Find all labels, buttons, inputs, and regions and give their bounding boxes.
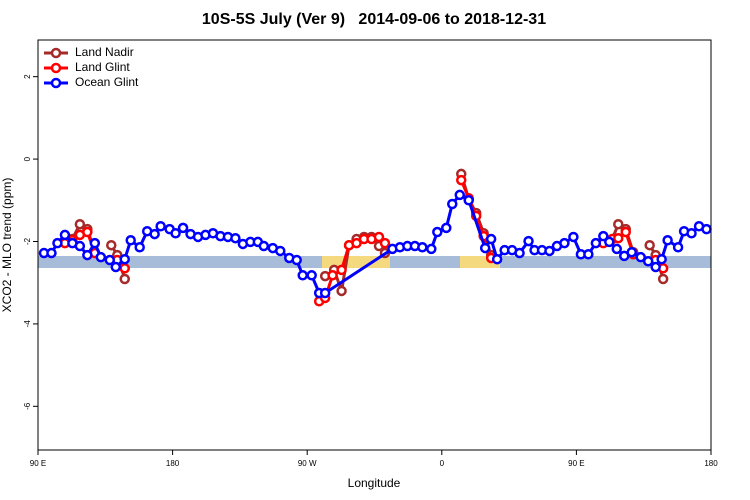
x-axis-label: Longitude (348, 476, 401, 490)
point-marker (327, 270, 338, 281)
point-marker (417, 242, 428, 253)
x-tick-label: 180 (166, 459, 180, 468)
point-marker (149, 228, 160, 240)
legend-label: Land Glint (75, 60, 130, 74)
point-marker (514, 247, 525, 259)
point-marker (74, 240, 86, 252)
point-marker (544, 245, 555, 257)
point-marker (568, 231, 579, 243)
point-marker (336, 264, 347, 276)
point-marker (379, 237, 391, 249)
point-marker (59, 229, 71, 241)
plot-area (38, 168, 712, 307)
point-marker (657, 273, 669, 285)
x-tick-label: 90 E (568, 459, 584, 468)
point-marker (46, 247, 57, 259)
point-marker (89, 237, 101, 249)
chart-title: 10S-5S July (Ver 9) 2014-09-06 to 2018-1… (202, 11, 546, 28)
x-tick-label: 90 W (298, 459, 317, 468)
point-marker (642, 256, 654, 267)
point-marker (454, 189, 465, 201)
point-marker (230, 232, 241, 244)
y-tick-label: -6 (23, 402, 32, 410)
point-marker (611, 243, 623, 255)
point-marker (613, 232, 624, 244)
point-marker (52, 237, 63, 249)
point-marker (306, 270, 317, 281)
point-marker (110, 261, 122, 273)
legend-label: Land Nadir (75, 45, 134, 59)
point-marker (583, 249, 594, 260)
point-marker (686, 228, 697, 239)
point-marker (106, 239, 117, 251)
point-marker (319, 287, 331, 299)
point-marker (491, 253, 503, 265)
y-tick-label: 0 (23, 156, 32, 161)
y-tick-label: -4 (23, 320, 32, 328)
point-marker (74, 218, 86, 230)
x-tick-label: 90 E (30, 459, 46, 468)
point-marker (426, 243, 437, 255)
point-marker (590, 237, 602, 249)
legend-marker (50, 62, 62, 74)
point-marker (95, 251, 107, 263)
point-marker (626, 246, 637, 258)
point-marker (119, 253, 130, 265)
point-marker (463, 195, 474, 206)
legend-marker (50, 77, 62, 89)
point-marker (82, 249, 93, 261)
point-marker (650, 261, 661, 273)
point-marker (82, 226, 93, 238)
point-marker (336, 285, 347, 297)
y-axis-label: XCO2 - MLO trend (ppm) (0, 178, 14, 313)
x-tick-label: 0 (440, 459, 445, 468)
point-marker (177, 222, 189, 234)
point-marker (523, 235, 534, 247)
point-marker (613, 218, 624, 230)
point-marker (119, 263, 130, 274)
point-marker (373, 231, 385, 243)
point-marker (644, 239, 655, 251)
point-marker (479, 242, 491, 254)
point-marker (635, 251, 646, 263)
point-marker (155, 221, 166, 232)
point-marker (485, 233, 497, 245)
point-marker (134, 242, 145, 253)
point-marker (672, 242, 684, 253)
plot-frame (37, 39, 712, 451)
point-marker (620, 226, 632, 238)
point-marker (455, 174, 467, 186)
legend-marker (50, 47, 62, 59)
point-marker (701, 223, 712, 235)
point-marker (447, 198, 458, 210)
point-marker (432, 226, 443, 238)
legend-label: Ocean Glint (75, 75, 139, 89)
point-marker (275, 245, 286, 257)
point-marker (119, 273, 130, 285)
point-marker (291, 254, 302, 266)
point-marker (559, 237, 570, 249)
point-marker (104, 254, 116, 266)
y-tick-label: -2 (23, 237, 32, 245)
point-marker (258, 240, 270, 252)
point-marker (125, 235, 136, 246)
x-tick-label: 180 (704, 459, 718, 468)
point-marker (351, 237, 362, 249)
point-marker (656, 253, 667, 265)
land-band (322, 256, 390, 268)
point-marker (170, 228, 181, 239)
point-marker (604, 236, 615, 248)
y-tick-label: 2 (23, 74, 32, 79)
point-marker (441, 222, 452, 234)
point-marker (662, 235, 673, 246)
point-marker (297, 270, 308, 281)
point-marker (598, 230, 609, 242)
